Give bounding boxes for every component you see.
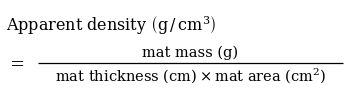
- Text: mat thickness $\mathrm{(cm)}\times$mat area $\mathrm{(cm^{2})}$: mat thickness $\mathrm{(cm)}\times$mat a…: [55, 66, 326, 85]
- Text: mat mass (g): mat mass (g): [142, 46, 238, 60]
- Text: $=$: $=$: [6, 54, 24, 72]
- Text: Apparent density $\left(\mathrm{g\,/\,cm^{3}}\right)$: Apparent density $\left(\mathrm{g\,/\,cm…: [6, 14, 216, 37]
